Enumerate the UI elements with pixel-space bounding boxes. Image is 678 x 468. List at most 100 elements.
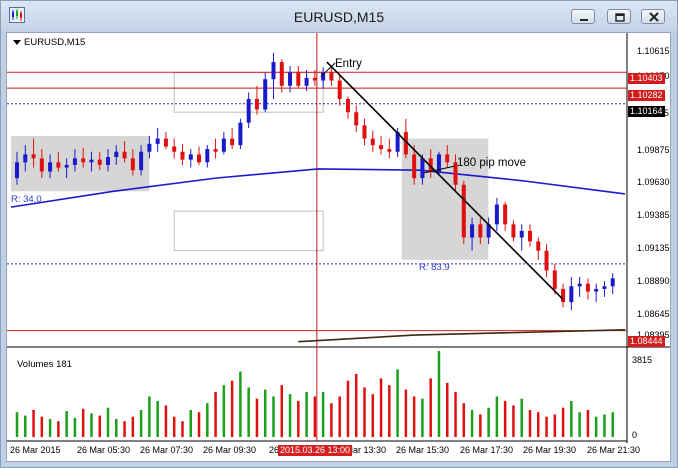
slow-moving-average-line <box>298 329 626 343</box>
pip-move-pointer-line <box>424 165 456 174</box>
candle-body <box>39 158 44 172</box>
candle-body <box>31 154 36 159</box>
price-tick: 1.08645 <box>637 309 670 319</box>
candle-body <box>527 230 532 242</box>
candle-body <box>403 131 408 155</box>
price-tick: 1.09385 <box>637 210 670 220</box>
price-tick: 1.09875 <box>637 145 670 155</box>
candle-body <box>594 288 599 292</box>
candle-body <box>486 224 491 238</box>
candle-body <box>428 158 433 172</box>
candle-body <box>263 79 268 110</box>
candle-body <box>436 154 441 172</box>
candle-body <box>180 151 185 160</box>
candle-body <box>511 224 516 238</box>
restore-button[interactable] <box>607 9 631 24</box>
price-tick: 1.08890 <box>637 276 670 286</box>
candle-body <box>254 98 259 110</box>
candle-body <box>288 72 293 86</box>
time-label: 26 Mar 19:30 <box>523 445 577 455</box>
candle-body <box>122 151 127 159</box>
candle-body <box>48 162 53 172</box>
zone-rectangle <box>11 135 150 192</box>
entry-annotation: Entry <box>335 58 362 70</box>
candle-body <box>544 250 549 271</box>
candle-body <box>354 112 359 126</box>
candle-body <box>445 154 450 163</box>
candle-body <box>81 158 86 163</box>
volume-tick: 3815 <box>632 355 653 365</box>
candle-body <box>147 143 152 152</box>
candle-body <box>420 158 425 179</box>
candle-body <box>246 98 251 123</box>
candle-body <box>321 72 326 81</box>
candle-body <box>172 146 177 152</box>
minimize-icon <box>580 19 588 21</box>
candle-body <box>64 164 69 168</box>
candle-body <box>461 184 466 238</box>
zone-rectangle <box>401 138 489 260</box>
time-label: 26 Mar 15:30 <box>396 445 450 455</box>
candle-body <box>130 158 135 171</box>
chart-area[interactable]: EURUSD,M15 Volumes 181 Entry 180 pip mov… <box>6 32 671 462</box>
candle-body <box>503 204 508 225</box>
moving-average-line <box>10 168 626 208</box>
symbol-label: EURUSD,M15 <box>24 37 86 48</box>
price-tick: 1.10615 <box>637 46 670 56</box>
ratio-label-left: R: 34.0 <box>11 194 42 205</box>
candle-body <box>561 288 566 303</box>
candle-body <box>279 62 284 86</box>
volume-tick: 0 <box>632 430 638 440</box>
restore-icon <box>615 13 625 22</box>
level-price-box: 1.08444 <box>628 336 665 347</box>
level-price-box: 1.10403 <box>628 73 665 84</box>
candle-body <box>106 157 111 165</box>
candle-body <box>337 80 342 99</box>
close-icon <box>649 12 659 22</box>
time-label: 26 Mar 17:30 <box>460 445 514 455</box>
candle-body <box>114 151 119 158</box>
candle-body <box>89 159 94 163</box>
time-label: 26 Mar 09:30 <box>203 445 257 455</box>
candle-body <box>213 149 218 152</box>
candle-body <box>610 278 615 287</box>
candle-body <box>205 149 210 163</box>
candle-body <box>412 154 417 179</box>
chart-app-icon <box>9 7 25 23</box>
candle-body <box>585 283 590 292</box>
price-tick: 1.08395 <box>637 330 670 340</box>
candle-body <box>329 72 334 81</box>
time-label: 26 Mar 07:30 <box>140 445 194 455</box>
time-label: 26 Mar 05:30 <box>77 445 131 455</box>
symbol-dropdown-icon[interactable] <box>13 40 21 46</box>
candle-body <box>312 77 317 81</box>
candle-body <box>139 151 144 171</box>
candle-body <box>453 162 458 185</box>
candle-body <box>519 230 524 238</box>
time-label: 26 Mar 2015 <box>10 445 61 455</box>
entry-pointer-line <box>320 62 336 77</box>
candle-body <box>345 98 350 113</box>
candle-body <box>362 125 367 139</box>
ratio-label-right: R: 83.9 <box>419 262 450 273</box>
candle-body <box>163 138 168 147</box>
candle-body <box>379 145 384 150</box>
price-tick: 1.09135 <box>637 243 670 253</box>
candle-body <box>387 149 392 152</box>
candle-body <box>230 138 235 146</box>
candle-body <box>478 224 483 238</box>
title-bar[interactable]: EURUSD,M15 <box>1 1 677 32</box>
candle-body <box>569 286 574 303</box>
window-title: EURUSD,M15 <box>293 9 385 25</box>
pip-move-annotation: 180 pip move <box>457 157 527 169</box>
candle-body <box>296 72 301 86</box>
level-price-box: 1.10282 <box>628 90 665 101</box>
candle-body <box>470 224 475 238</box>
minimize-button[interactable] <box>571 9 595 24</box>
candle-body <box>15 162 19 179</box>
candle-body <box>155 138 160 144</box>
crosshair-time-label: 2015.03.26 13:00 <box>278 445 353 456</box>
price-chart[interactable] <box>7 33 670 461</box>
close-button[interactable] <box>641 9 665 24</box>
time-label: 26 Mar 21:30 <box>587 445 641 455</box>
